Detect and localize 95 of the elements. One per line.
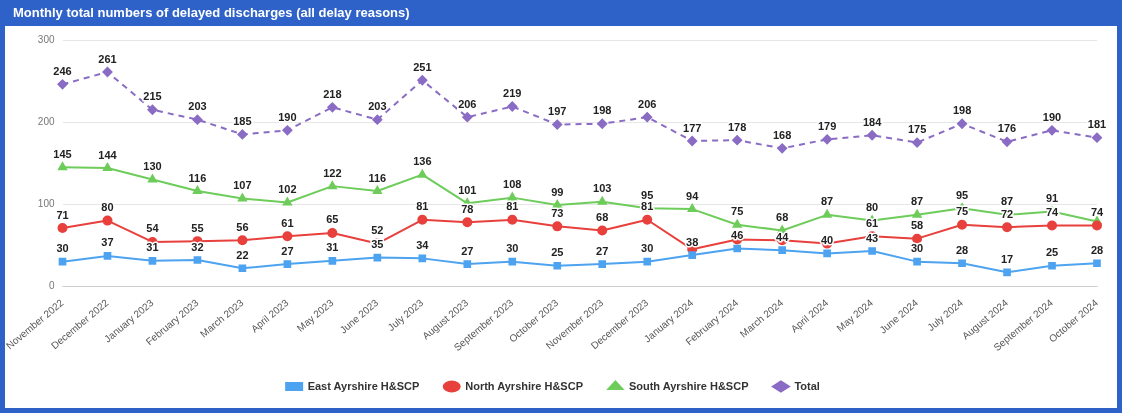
data-label: 44 bbox=[776, 230, 790, 243]
legend-label: East Ayrshire H&SCP bbox=[307, 379, 420, 392]
data-label: 75 bbox=[731, 205, 744, 218]
data-label: 81 bbox=[416, 200, 429, 213]
data-label: 185 bbox=[233, 114, 252, 127]
data-label: 145 bbox=[53, 147, 72, 160]
data-label: 25 bbox=[1045, 246, 1059, 259]
data-label: 68 bbox=[596, 210, 609, 223]
data-label: 246 bbox=[53, 64, 72, 77]
data-label: 65 bbox=[326, 213, 339, 226]
data-label: 61 bbox=[865, 216, 879, 229]
data-label: 107 bbox=[233, 178, 252, 191]
data-label: 94 bbox=[686, 189, 700, 202]
data-label: 91 bbox=[1045, 192, 1059, 205]
data-label: 34 bbox=[416, 238, 430, 251]
data-label: 179 bbox=[817, 119, 837, 132]
data-label: 184 bbox=[862, 115, 883, 128]
data-label: 175 bbox=[907, 123, 927, 136]
data-label: 52 bbox=[371, 224, 384, 237]
data-label: 31 bbox=[326, 241, 339, 254]
data-label: 168 bbox=[772, 128, 792, 141]
data-label: 38 bbox=[686, 235, 699, 248]
data-label: 87 bbox=[910, 195, 924, 208]
data-label: 144 bbox=[98, 148, 118, 161]
data-label: 30 bbox=[506, 242, 519, 255]
data-label: 30 bbox=[910, 242, 924, 255]
data-label: 25 bbox=[551, 246, 564, 259]
y-tick-label: 200 bbox=[37, 115, 55, 127]
data-label: 206 bbox=[638, 97, 657, 110]
data-label: 55 bbox=[191, 221, 204, 234]
legend-label: North Ayrshire H&SCP bbox=[465, 379, 583, 392]
data-label: 68 bbox=[776, 210, 789, 223]
data-label: 22 bbox=[236, 248, 249, 261]
data-label: 178 bbox=[728, 120, 747, 133]
data-label: 190 bbox=[278, 110, 297, 123]
y-tick-label: 0 bbox=[48, 280, 55, 292]
data-label: 27 bbox=[596, 244, 609, 257]
data-label: 218 bbox=[323, 87, 342, 100]
data-label: 28 bbox=[955, 243, 969, 256]
chart-title: Monthly total numbers of delayed discharges (all delay reasons) bbox=[5, 0, 1117, 26]
data-label: 102 bbox=[278, 183, 297, 196]
data-label: 30 bbox=[641, 242, 654, 255]
data-label: 215 bbox=[143, 90, 162, 103]
data-label: 31 bbox=[146, 241, 159, 254]
data-label: 197 bbox=[548, 105, 567, 118]
data-label: 87 bbox=[821, 195, 834, 208]
data-label: 116 bbox=[368, 171, 387, 184]
data-label: 40 bbox=[821, 233, 834, 246]
data-label: 203 bbox=[188, 100, 207, 113]
legend-label: Total bbox=[794, 379, 820, 392]
data-label: 27 bbox=[281, 244, 294, 257]
data-label: 28 bbox=[1090, 243, 1104, 256]
data-label: 99 bbox=[551, 185, 564, 198]
y-tick-label: 100 bbox=[37, 197, 55, 209]
data-label: 198 bbox=[593, 104, 612, 117]
data-label: 101 bbox=[458, 183, 477, 196]
data-label: 203 bbox=[368, 100, 387, 113]
data-label: 43 bbox=[865, 231, 879, 244]
data-label: 176 bbox=[997, 122, 1017, 135]
data-label: 73 bbox=[551, 206, 564, 219]
data-label: 190 bbox=[1042, 110, 1062, 123]
data-label: 122 bbox=[323, 166, 342, 179]
data-label: 17 bbox=[1000, 252, 1014, 265]
data-label: 251 bbox=[413, 60, 432, 73]
data-label: 108 bbox=[503, 178, 522, 191]
data-label: 181 bbox=[1087, 118, 1107, 131]
data-label: 27 bbox=[461, 244, 474, 257]
y-tick-label: 300 bbox=[37, 33, 55, 45]
data-label: 56 bbox=[236, 220, 249, 233]
data-label: 261 bbox=[98, 52, 117, 65]
data-label: 95 bbox=[955, 188, 969, 201]
data-label: 74 bbox=[1090, 206, 1104, 219]
data-label: 71 bbox=[56, 208, 69, 221]
data-label: 177 bbox=[683, 121, 702, 134]
data-label: 32 bbox=[191, 240, 204, 253]
data-label: 78 bbox=[461, 202, 474, 215]
data-label: 136 bbox=[413, 155, 432, 168]
data-label: 81 bbox=[506, 200, 519, 213]
data-label: 61 bbox=[281, 216, 294, 229]
data-label: 95 bbox=[641, 188, 654, 201]
data-label: 206 bbox=[458, 97, 477, 110]
data-label: 80 bbox=[101, 201, 114, 214]
data-label: 80 bbox=[865, 201, 879, 214]
data-label: 116 bbox=[188, 171, 207, 184]
data-label: 54 bbox=[146, 222, 160, 235]
legend-label: South Ayrshire H&SCP bbox=[628, 379, 749, 392]
data-label: 58 bbox=[910, 219, 924, 232]
data-label: 198 bbox=[952, 104, 972, 117]
data-label: 103 bbox=[593, 182, 612, 195]
data-label: 35 bbox=[371, 238, 384, 251]
data-label: 219 bbox=[503, 87, 522, 100]
data-label: 87 bbox=[1000, 195, 1014, 208]
data-label: 30 bbox=[56, 242, 69, 255]
data-label: 37 bbox=[101, 236, 114, 249]
data-label: 130 bbox=[143, 160, 162, 173]
